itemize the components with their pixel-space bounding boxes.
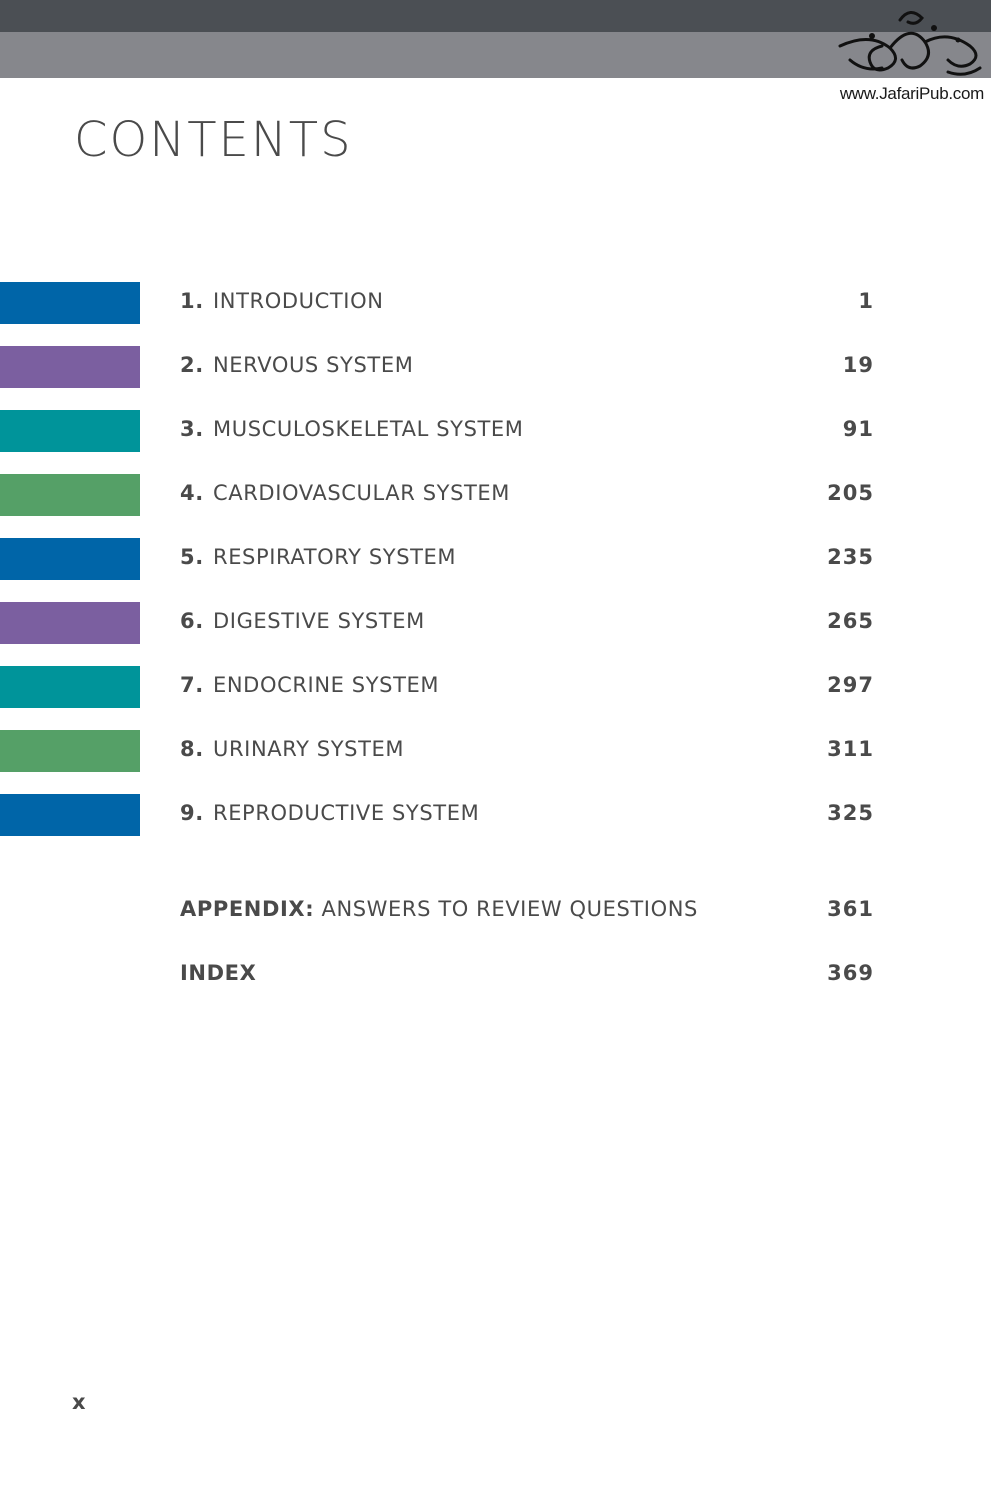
chapter-entry: 4. CARDIOVASCULAR SYSTEM [180, 481, 510, 505]
appendix-page-number: 361 [827, 897, 874, 921]
chapter-color-tab [0, 474, 140, 516]
chapter-title: CARDIOVASCULAR SYSTEM [213, 481, 511, 505]
chapter-title: REPRODUCTIVE SYSTEM [213, 801, 480, 825]
chapter-page-number: 205 [827, 481, 874, 505]
chapter-page-number: 265 [827, 609, 874, 633]
chapter-entry: 9. REPRODUCTIVE SYSTEM [180, 801, 479, 825]
toc-chapter-row: 6. DIGESTIVE SYSTEM 265 [0, 602, 991, 644]
toc-chapter-row: 8. URINARY SYSTEM 311 [0, 730, 991, 772]
index-page-number: 369 [827, 961, 874, 985]
chapter-number: 5. [180, 545, 204, 569]
chapter-number: 1. [180, 289, 204, 313]
toc-chapter-row: 3. MUSCULOSKELETAL SYSTEM 91 [0, 410, 991, 452]
chapter-color-tab [0, 538, 140, 580]
chapter-number: 7. [180, 673, 204, 697]
chapter-page-number: 91 [842, 417, 874, 441]
chapter-color-tab [0, 794, 140, 836]
chapter-number: 3. [180, 417, 204, 441]
chapter-page-number: 235 [827, 545, 874, 569]
appendix-label: APPENDIX: ANSWERS TO REVIEW QUESTIONS [180, 897, 698, 921]
toc-index-row: INDEX 369 [0, 954, 991, 996]
calligraphy-logo-icon [838, 11, 982, 76]
chapter-title: RESPIRATORY SYSTEM [213, 545, 457, 569]
toc-chapter-row: 1. INTRODUCTION 1 [0, 282, 991, 324]
toc-chapter-row: 5. RESPIRATORY SYSTEM 235 [0, 538, 991, 580]
chapter-entry: 2. NERVOUS SYSTEM [180, 353, 413, 377]
chapter-number: 8. [180, 737, 204, 761]
toc-appendix-row: APPENDIX: ANSWERS TO REVIEW QUESTIONS 36… [0, 890, 991, 932]
index-label: INDEX [180, 961, 256, 985]
appendix-label-rest: ANSWERS TO REVIEW QUESTIONS [314, 897, 698, 921]
chapter-number: 4. [180, 481, 204, 505]
chapter-entry: 5. RESPIRATORY SYSTEM [180, 545, 456, 569]
chapter-entry: 1. INTRODUCTION [180, 289, 384, 313]
chapter-color-tab [0, 730, 140, 772]
chapter-color-tab [0, 282, 140, 324]
page-title: CONTENTS [74, 112, 353, 168]
page-folio: x [72, 1390, 86, 1414]
index-label-text: INDEX [180, 961, 257, 985]
header-band-dark [0, 0, 991, 32]
chapter-page-number: 325 [827, 801, 874, 825]
chapter-color-tab [0, 346, 140, 388]
chapter-number: 9. [180, 801, 204, 825]
chapter-color-tab [0, 410, 140, 452]
chapter-title: ENDOCRINE SYSTEM [213, 673, 440, 697]
chapter-title: INTRODUCTION [213, 289, 384, 313]
chapter-page-number: 1 [858, 289, 874, 313]
chapter-entry: 8. URINARY SYSTEM [180, 737, 404, 761]
chapter-color-tab [0, 602, 140, 644]
chapter-page-number: 297 [827, 673, 874, 697]
chapter-entry: 6. DIGESTIVE SYSTEM [180, 609, 425, 633]
chapter-entry: 3. MUSCULOSKELETAL SYSTEM [180, 417, 524, 441]
chapter-title: DIGESTIVE SYSTEM [213, 609, 425, 633]
chapter-page-number: 311 [827, 737, 874, 761]
chapter-entry: 7. ENDOCRINE SYSTEM [180, 673, 439, 697]
chapter-number: 2. [180, 353, 204, 377]
chapter-title: MUSCULOSKELETAL SYSTEM [213, 417, 524, 441]
toc-chapter-row: 4. CARDIOVASCULAR SYSTEM 205 [0, 474, 991, 516]
toc-chapter-row: 9. REPRODUCTIVE SYSTEM 325 [0, 794, 991, 836]
publisher-logo: www.JafariPub.com [830, 2, 988, 103]
chapter-page-number: 19 [842, 353, 874, 377]
chapter-number: 6. [180, 609, 204, 633]
appendix-label-bold: APPENDIX: [180, 897, 315, 921]
chapter-title: URINARY SYSTEM [213, 737, 405, 761]
chapter-color-tab [0, 666, 140, 708]
toc-chapter-row: 2. NERVOUS SYSTEM 19 [0, 346, 991, 388]
logo-url-text: www.JafariPub.com [839, 84, 984, 103]
toc-chapter-row: 7. ENDOCRINE SYSTEM 297 [0, 666, 991, 708]
chapter-title: NERVOUS SYSTEM [213, 353, 414, 377]
header-band-light [0, 32, 991, 78]
